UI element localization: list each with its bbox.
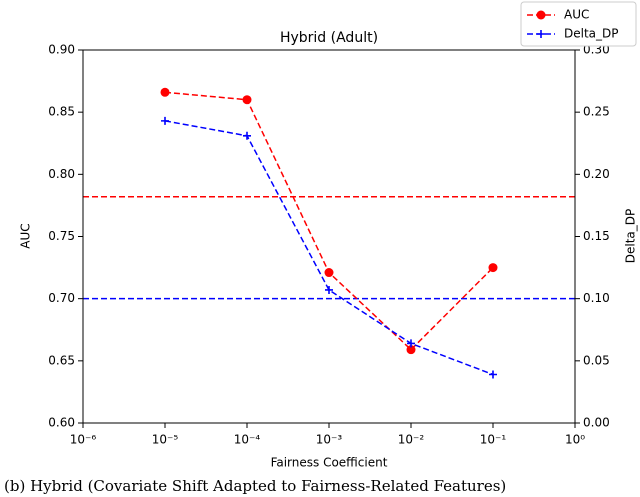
caption: (b) Hybrid (Covariate Shift Adapted to F… (4, 477, 506, 495)
y2-tick-label: 0.00 (583, 416, 610, 430)
y-tick-label: 0.80 (48, 167, 75, 181)
x-tick-label: 10⁻³ (316, 433, 343, 447)
x-tick-label: 10⁻¹ (480, 433, 507, 447)
x-axis-label: Fairness Coefficient (271, 456, 388, 470)
point (406, 345, 416, 355)
chart-title: Hybrid (Adult) (280, 30, 378, 46)
y-tick-label: 0.85 (48, 105, 75, 119)
x-tick-label: 10⁻⁶ (70, 433, 97, 447)
y-tick-label: 0.60 (48, 416, 75, 430)
y-axis-label: AUC (19, 223, 33, 248)
point (489, 370, 497, 379)
legend-marker (537, 30, 545, 38)
y2-tick-label: 0.10 (583, 291, 610, 305)
point (161, 116, 169, 125)
legend-label: Delta_DP (564, 27, 619, 41)
x-tick-label: 10⁻⁵ (152, 433, 179, 447)
y-tick-label: 0.70 (48, 291, 75, 305)
y2-tick-label: 0.20 (583, 167, 610, 181)
series-line (164, 120, 494, 376)
x-tick-label: 10⁻⁴ (234, 433, 261, 447)
point (160, 87, 170, 97)
point (243, 131, 251, 140)
y-tick-label: 0.90 (48, 43, 75, 57)
plot-frame (82, 49, 576, 424)
y2-tick-label: 0.15 (583, 229, 610, 243)
point (488, 263, 498, 273)
legend-marker (536, 10, 546, 20)
legend-box (520, 1, 637, 47)
point (242, 95, 252, 105)
x-tick-label: 10⁻² (398, 433, 425, 447)
y-tick-label: 0.75 (48, 229, 75, 243)
point (324, 268, 334, 278)
y2-tick-label: 0.25 (583, 105, 610, 119)
y-tick-label: 0.65 (48, 353, 75, 367)
legend-label: AUC (564, 8, 589, 22)
x-tick-label: 10⁰ (565, 433, 585, 447)
y2-tick-label: 0.05 (583, 353, 610, 367)
point (407, 339, 415, 348)
series-line (164, 91, 494, 351)
y2-axis-label: Delta_DP (624, 209, 638, 264)
point (325, 285, 333, 294)
